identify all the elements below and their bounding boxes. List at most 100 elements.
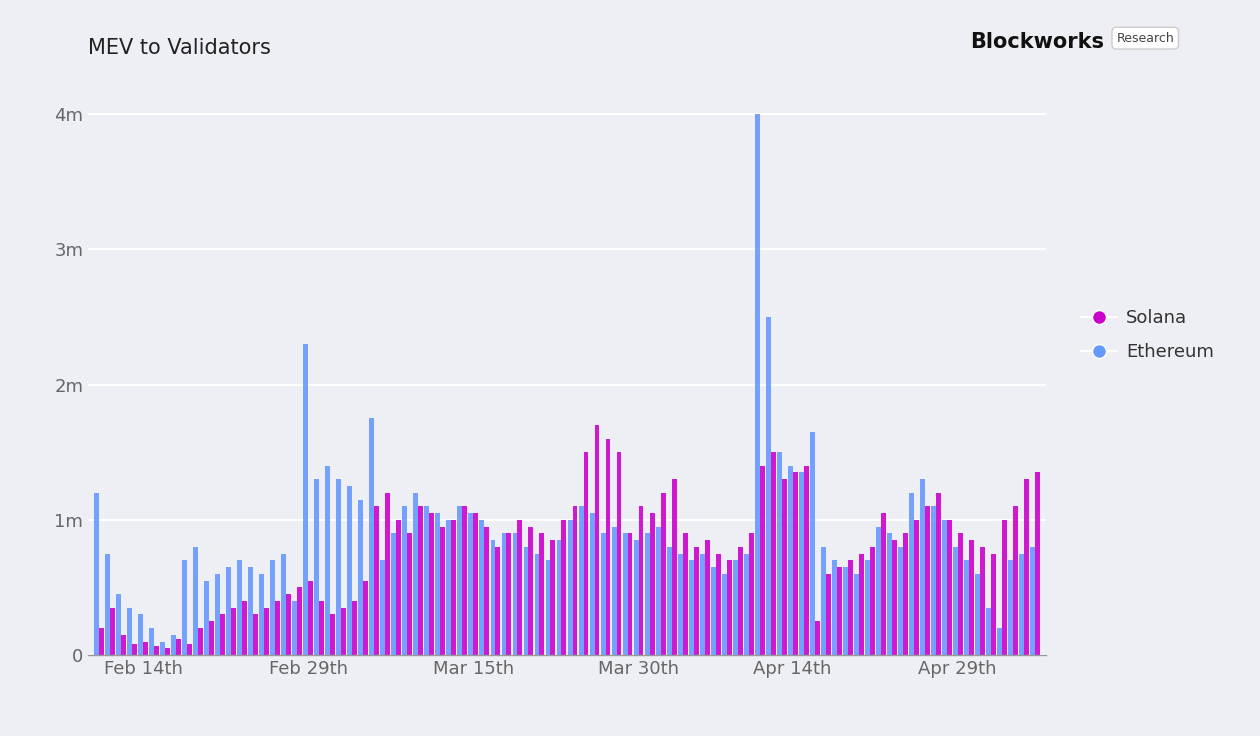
Bar — [876, 526, 881, 655]
Bar — [743, 553, 748, 655]
Bar — [732, 560, 737, 655]
Bar — [946, 520, 951, 655]
Bar — [490, 540, 495, 655]
Bar — [832, 560, 837, 655]
Bar — [165, 648, 170, 655]
Bar — [898, 547, 902, 655]
Bar — [1002, 520, 1007, 655]
Bar — [149, 628, 154, 655]
Bar — [964, 560, 969, 655]
Bar — [363, 581, 368, 655]
Bar — [810, 432, 815, 655]
Bar — [704, 540, 709, 655]
Bar — [969, 540, 974, 655]
Bar — [601, 534, 606, 655]
Bar — [820, 547, 825, 655]
Bar — [1029, 547, 1034, 655]
Bar — [771, 452, 776, 655]
Bar — [645, 534, 650, 655]
Bar — [755, 114, 760, 655]
Bar — [931, 506, 936, 655]
Bar — [348, 486, 353, 655]
Bar — [127, 608, 132, 655]
Bar — [1034, 473, 1040, 655]
Bar — [1008, 560, 1013, 655]
Bar — [908, 493, 913, 655]
Bar — [341, 608, 347, 655]
Bar — [518, 520, 523, 655]
Bar — [953, 547, 958, 655]
Bar — [737, 547, 742, 655]
Bar — [469, 513, 474, 655]
Bar — [567, 520, 572, 655]
Bar — [336, 479, 341, 655]
Bar — [418, 506, 423, 655]
Bar — [781, 479, 786, 655]
Bar — [925, 506, 930, 655]
Bar — [583, 452, 588, 655]
Bar — [523, 547, 528, 655]
Bar — [848, 560, 853, 655]
Bar — [100, 628, 105, 655]
Bar — [407, 534, 412, 655]
Bar — [110, 608, 115, 655]
Bar — [176, 639, 181, 655]
Bar — [1013, 506, 1018, 655]
Bar — [484, 526, 489, 655]
Text: Research: Research — [1116, 32, 1174, 45]
Bar — [204, 581, 209, 655]
Bar — [183, 560, 188, 655]
Bar — [655, 526, 660, 655]
Bar — [788, 466, 793, 655]
Bar — [864, 560, 869, 655]
Bar — [242, 601, 247, 655]
Bar — [980, 547, 985, 655]
Bar — [650, 513, 654, 655]
Text: MEV to Validators: MEV to Validators — [88, 38, 271, 58]
Bar — [215, 574, 220, 655]
Bar — [776, 452, 781, 655]
Bar — [858, 553, 863, 655]
Bar — [397, 520, 402, 655]
Bar — [369, 418, 374, 655]
Bar — [985, 608, 990, 655]
Bar — [374, 506, 379, 655]
Bar — [711, 567, 716, 655]
Bar — [639, 506, 644, 655]
Bar — [627, 534, 633, 655]
Bar — [837, 567, 842, 655]
Bar — [507, 534, 512, 655]
Bar — [309, 581, 314, 655]
Bar — [843, 567, 848, 655]
Bar — [528, 526, 533, 655]
Bar — [693, 547, 698, 655]
Bar — [462, 506, 467, 655]
Bar — [480, 520, 484, 655]
Bar — [392, 534, 397, 655]
Bar — [451, 520, 456, 655]
Bar — [722, 574, 727, 655]
Bar — [997, 628, 1002, 655]
Bar — [154, 645, 159, 655]
Bar — [441, 526, 445, 655]
Bar — [436, 513, 441, 655]
Bar — [678, 553, 683, 655]
Bar — [748, 534, 753, 655]
Bar — [634, 540, 639, 655]
Bar — [160, 642, 165, 655]
Bar — [881, 513, 886, 655]
Bar — [546, 560, 551, 655]
Bar — [622, 534, 627, 655]
Bar — [319, 601, 324, 655]
Bar — [232, 608, 236, 655]
Bar — [578, 506, 583, 655]
Bar — [551, 540, 556, 655]
Bar — [413, 493, 418, 655]
Bar — [793, 473, 798, 655]
Bar — [132, 644, 137, 655]
Bar — [237, 560, 242, 655]
Bar — [1024, 479, 1028, 655]
Bar — [297, 587, 302, 655]
Bar — [220, 615, 226, 655]
Bar — [854, 574, 858, 655]
